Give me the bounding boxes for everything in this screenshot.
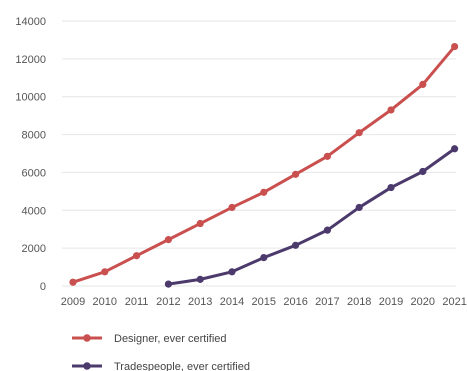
legend-label: Designer, ever certified — [114, 333, 227, 345]
data-point — [451, 42, 459, 51]
x-tick-label: 2018 — [347, 296, 371, 308]
x-axis-tick-labels: 2009 2010 2011 2012 2013 2014 2015 2016 2017 2018… — [61, 296, 467, 308]
x-tick-label: 2010 — [93, 296, 117, 308]
legend-point-marker — [83, 362, 91, 370]
x-tick-label: 2013 — [188, 296, 212, 308]
x-tick-label: 2011 — [125, 296, 149, 308]
y-tick-label: 6000 — [22, 167, 46, 179]
series-layer — [69, 42, 459, 288]
y-tick-label: 0 — [40, 281, 46, 293]
y-axis-tick-labels: 0 2000 4000 6000 8000 10000 12000 14000 — [15, 16, 46, 293]
grid-lines — [62, 20, 456, 287]
x-tick-label: 2021 — [442, 296, 466, 308]
data-point — [355, 203, 363, 212]
data-point — [101, 268, 109, 276]
data-point — [228, 203, 236, 212]
y-tick-label: 8000 — [22, 130, 46, 142]
x-tick-label: 2015 — [252, 296, 276, 308]
data-point — [133, 252, 141, 260]
legend-point-marker — [83, 334, 91, 342]
data-point — [387, 106, 395, 114]
data-point — [323, 226, 331, 234]
series-line — [71, 45, 457, 284]
data-point — [419, 167, 427, 176]
y-tick-label: 2000 — [22, 243, 46, 255]
y-tick-label: 4000 — [22, 205, 46, 217]
x-tick-label: 2017 — [315, 296, 339, 308]
data-point — [355, 129, 363, 137]
legend-item: Tradespeople, ever certified — [72, 361, 250, 371]
data-point — [387, 183, 395, 192]
y-tick-label: 14000 — [15, 16, 46, 28]
data-point — [164, 236, 172, 244]
legend-item: Designer, ever certified — [72, 333, 227, 345]
data-point — [292, 170, 300, 178]
x-tick-label: 2012 — [156, 296, 180, 308]
data-point — [260, 254, 268, 262]
series-0 — [69, 42, 459, 286]
data-point — [228, 268, 236, 276]
data-point — [260, 188, 268, 196]
x-tick-label: 2009 — [61, 296, 85, 308]
x-tick-label: 2020 — [411, 296, 435, 308]
data-point — [196, 275, 204, 283]
x-tick-label: 2016 — [283, 296, 307, 308]
data-point — [164, 280, 172, 288]
y-tick-label: 12000 — [15, 54, 46, 66]
data-point — [196, 219, 204, 228]
data-point — [69, 278, 77, 286]
legend-label: Tradespeople, ever certified — [114, 361, 250, 371]
x-tick-label: 2014 — [220, 296, 244, 308]
y-tick-label: 10000 — [15, 92, 46, 104]
data-point — [323, 152, 331, 160]
data-point — [292, 241, 300, 249]
data-point — [419, 80, 427, 89]
data-point — [451, 145, 459, 153]
series-line — [166, 147, 457, 286]
x-tick-label: 2019 — [379, 296, 403, 308]
series-1 — [164, 145, 459, 288]
legend: Designer, ever certified Tradespeople, ev… — [72, 333, 250, 371]
